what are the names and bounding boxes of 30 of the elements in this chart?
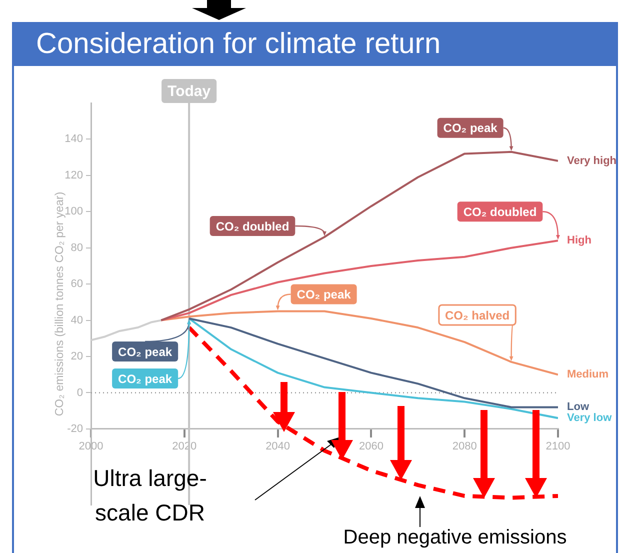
y-tick-label: -20 — [67, 422, 83, 435]
series-label: Very low — [567, 412, 612, 424]
x-tick-label: 2060 — [358, 440, 384, 453]
chart-title: Consideration for climate return — [12, 22, 618, 66]
y-tick-label: 80 — [70, 242, 83, 254]
y-tick-label: 0 — [76, 386, 83, 399]
x-tick-label: 2080 — [452, 440, 477, 453]
annotation: CO₂ halved — [444, 308, 510, 322]
series-label: Low — [567, 401, 590, 414]
ref-line-label: Today — [168, 83, 212, 100]
y-tick-label: 20 — [70, 350, 83, 363]
y-tick-label: 40 — [70, 314, 83, 326]
series-label: Medium — [567, 368, 609, 381]
annotation: Ultra large-scale CDR — [93, 465, 207, 526]
y-axis-title: CO₂ emissions (billion tonnes CO₂ per year) — [54, 192, 66, 416]
annotation: CO₂ peak — [443, 121, 498, 136]
annotation: CO₂ doubled — [463, 204, 537, 219]
x-tick-label: 2040 — [266, 440, 290, 453]
y-tick-label: 140 — [64, 133, 83, 146]
annotation: CO₂ doubled — [216, 219, 290, 234]
y-tick-label: 120 — [64, 169, 83, 182]
y-tick-label: 100 — [64, 206, 83, 218]
legend-label: High — [567, 234, 592, 247]
annotation: CO₂ peak — [118, 372, 172, 386]
y-tick-label: 60 — [70, 278, 83, 290]
annotation: CO₂ peak — [296, 288, 352, 302]
text: Deep negative emissions — [343, 526, 567, 549]
x-tick-label: 2100 — [546, 440, 570, 453]
annotation: CO₂ peak — [118, 344, 172, 359]
series-label: Very high — [567, 154, 617, 167]
